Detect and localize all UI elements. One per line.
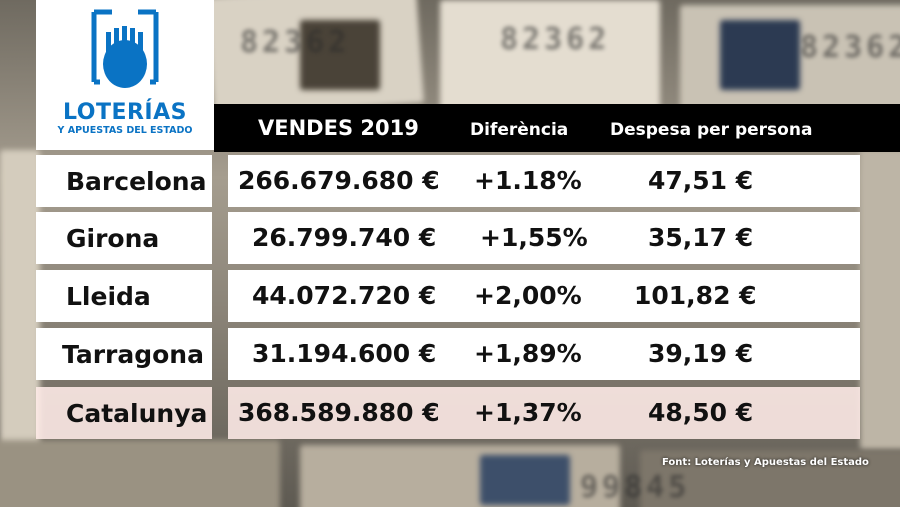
- region-name: Barcelona: [66, 166, 207, 196]
- region-name: Catalunya: [66, 398, 208, 428]
- region-name: Girona: [66, 223, 160, 253]
- region-name: Lleida: [66, 281, 151, 311]
- table-row-label: Lleida: [36, 270, 212, 322]
- logo: LOTERÍAS Y APUESTAS DEL ESTADO: [36, 0, 214, 150]
- header-per-person: Despesa per persona: [610, 120, 813, 140]
- difference-value: +2,00%: [474, 281, 582, 310]
- table-row: 266.679.680 € +1.18% 47,51 €: [228, 155, 860, 207]
- difference-value: +1,37%: [474, 398, 582, 427]
- sales-value: 368.589.880 €: [238, 398, 440, 427]
- background-number: 82362: [240, 25, 351, 60]
- background-number: 82362: [500, 22, 611, 57]
- sales-value: 26.799.740 €: [252, 223, 437, 252]
- per-person-value: 101,82 €: [634, 281, 757, 310]
- table-header: VENDES 2019 Diferència Despesa per perso…: [214, 104, 900, 152]
- per-person-value: 48,50 €: [648, 398, 754, 427]
- per-person-value: 39,19 €: [648, 339, 754, 368]
- table-row: 26.799.740 € +1,55% 35,17 €: [228, 212, 860, 264]
- sales-value: 44.072.720 €: [252, 281, 437, 310]
- background-number: 99845: [580, 470, 691, 505]
- header-difference: Diferència: [470, 120, 569, 140]
- difference-value: +1,55%: [480, 223, 588, 252]
- logo-subtitle: Y APUESTAS DEL ESTADO: [57, 125, 193, 136]
- difference-value: +1,89%: [474, 339, 582, 368]
- table-row-label: Tarragona: [36, 328, 212, 380]
- table-row-label: Girona: [36, 212, 212, 264]
- sales-value: 266.679.680 €: [238, 166, 440, 195]
- region-name: Tarragona: [62, 339, 204, 369]
- source-note: Font: Loterías y Apuestas del Estado: [662, 457, 869, 468]
- difference-value: +1.18%: [474, 166, 582, 195]
- header-sales: VENDES 2019: [258, 116, 419, 140]
- lottery-emblem-icon: [91, 9, 159, 88]
- table-row-label: Barcelona: [36, 155, 212, 207]
- table-row: 31.194.600 € +1,89% 39,19 €: [228, 328, 860, 380]
- table-row: 44.072.720 € +2,00% 101,82 €: [228, 270, 860, 322]
- sales-value: 31.194.600 €: [252, 339, 437, 368]
- table-row-total: 368.589.880 € +1,37% 48,50 €: [228, 387, 860, 439]
- table-row-label: Catalunya: [36, 387, 212, 439]
- logo-title: LOTERÍAS: [63, 100, 187, 125]
- per-person-value: 47,51 €: [648, 166, 754, 195]
- background-number: 82362: [800, 30, 900, 65]
- per-person-value: 35,17 €: [648, 223, 754, 252]
